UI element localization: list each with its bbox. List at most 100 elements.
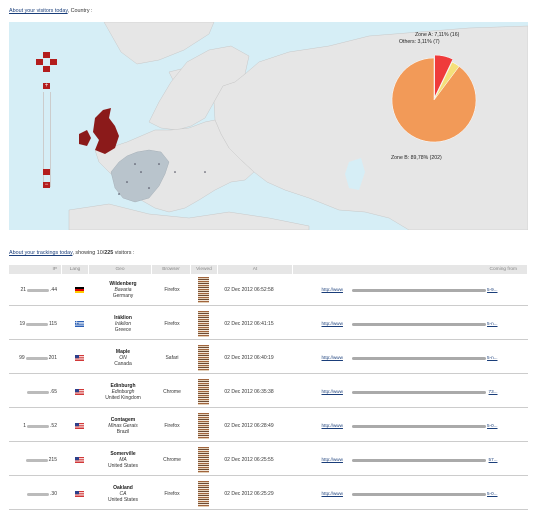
visitors-today-link[interactable]: About your visitors today [9, 8, 68, 14]
geo-country: Brazil [116, 429, 130, 435]
pan-right-button[interactable] [50, 59, 57, 65]
viewed-thumbnail[interactable] [197, 377, 209, 407]
col-coming-from[interactable]: Coming from [293, 265, 528, 274]
table-row[interactable]: .30 Oakland CA United States Firefox 02 Dec 2… [9, 479, 528, 510]
ip-cell: .65 [9, 377, 57, 407]
col-viewed[interactable]: Viewed [191, 265, 218, 274]
referrer-link[interactable]: http://www 5-0... [322, 422, 498, 430]
referrer-link[interactable]: http://www 73... [322, 388, 498, 396]
table-row[interactable]: 19 115 Iráklion Iráklion Greece Firefox 02 Dec… [9, 309, 528, 340]
referrer-redacted [351, 289, 486, 292]
referrer-url-start[interactable]: http://www [321, 355, 343, 360]
pan-up-button[interactable] [43, 52, 50, 58]
viewed-thumbnail[interactable] [197, 479, 209, 509]
visit-time-cell: 02 Dec 2012 06:28:49 [224, 423, 274, 429]
browser-cell: Safari [165, 355, 179, 361]
page-thumbnail[interactable] [197, 277, 209, 303]
referrer-link[interactable]: http://www 5-n... [322, 320, 498, 328]
ip-start: 21 [20, 287, 27, 293]
pie-label-zone-a: Zone A: 7,11% (16) [415, 32, 460, 38]
tracking-section-header: About your trackings today, showing 10/2… [9, 250, 134, 256]
viewed-thumbnail[interactable] [197, 309, 209, 339]
zoom-in-button[interactable]: + [43, 83, 50, 89]
table-row[interactable]: .65 Edinburgh Edinburgh United Kingdom Chrom… [9, 377, 528, 408]
col-geo[interactable]: Geo [89, 265, 152, 274]
referrer-link[interactable]: http://www 57... [322, 456, 498, 464]
zoom-out-button[interactable]: − [43, 182, 50, 188]
referrer-cell: http://www 5-n... [291, 309, 528, 339]
referrer-url-end[interactable]: 5-n... [487, 355, 498, 360]
col-at[interactable]: At [218, 265, 293, 274]
zoom-slider[interactable] [43, 92, 51, 187]
ip-end: .30 [50, 491, 57, 497]
col-ip[interactable]: IP [9, 265, 62, 274]
page-thumbnail[interactable] [197, 345, 209, 371]
page-thumbnail[interactable] [197, 413, 209, 439]
col-browser[interactable]: Browser [152, 265, 191, 274]
referrer-url-end[interactable]: 5-9... [487, 287, 498, 292]
geo-city: Somerville [110, 451, 136, 457]
zoom-handle[interactable] [43, 169, 50, 175]
page-thumbnail[interactable] [197, 447, 209, 473]
referrer-url-end[interactable]: 5-0... [487, 491, 498, 496]
geo-cell: Edinburgh Edinburgh United Kingdom [93, 377, 153, 407]
ip-end: 215 [48, 457, 57, 463]
referrer-url-end[interactable]: 57... [488, 457, 498, 462]
referrer-url-end[interactable]: 5-0... [487, 423, 498, 428]
land-ireland [79, 130, 91, 146]
geo-region: Minas Gerais [108, 423, 138, 429]
tracking-header-suffix: visitors : [113, 250, 135, 256]
geo-region: CA [119, 491, 127, 497]
geo-country: United States [107, 497, 139, 503]
referrer-url-end[interactable]: 73... [488, 389, 498, 394]
geo-cell: Iráklion Iráklion Greece [93, 309, 153, 339]
referrer-url-end[interactable]: 5-n... [487, 321, 498, 326]
land-russia-asia [213, 25, 528, 230]
referrer-cell: http://www 5-0... [291, 479, 528, 509]
table-row[interactable]: 21.44 Wildenberg Bavaria Germany Firefox 02 D… [9, 275, 528, 306]
ip-cell: 215 [9, 445, 57, 475]
viewed-thumbnail[interactable] [197, 411, 209, 441]
page-thumbnail[interactable] [197, 379, 209, 405]
referrer-link[interactable]: http://www 5-n... [322, 354, 498, 362]
visit-time-cell: 02 Dec 2012 06:25:55 [224, 457, 274, 463]
ip-cell: 1.52 [9, 411, 57, 441]
viewed-thumbnail[interactable] [197, 275, 209, 305]
pan-down-button[interactable] [43, 66, 50, 72]
referrer-redacted [351, 357, 486, 360]
visitor-map[interactable]: + − Zone A: 7,11% (16) Others: 3,11% (7)… [9, 22, 528, 230]
pan-left-button[interactable] [36, 59, 43, 65]
geo-region: Iráklion [114, 321, 132, 327]
ip-end: .52 [50, 423, 57, 429]
table-row[interactable]: 99 201 Maple ON Canada Safari 02 Dec 2012 06:4… [9, 343, 528, 374]
viewed-thumbnail[interactable] [197, 343, 209, 373]
referrer-url-start[interactable]: http://www [321, 389, 343, 394]
col-lang[interactable]: Lang [62, 265, 89, 274]
referrer-url-start[interactable]: http://www [321, 423, 343, 428]
lang-flag-icon [69, 275, 89, 305]
pie-slice-zone-a [434, 54, 454, 98]
tracking-header-text: , showing 10/ [72, 250, 105, 256]
table-header: IP Lang Geo Browser Viewed At Coming fro… [9, 265, 528, 274]
visit-time-cell: 02 Dec 2012 06:35:38 [224, 389, 274, 395]
referrer-url-start[interactable]: http://www [321, 321, 343, 326]
table-row[interactable]: 1.52 Contagem Minas Gerais Brazil Firefox 02 … [9, 411, 528, 442]
ip-end: 115 [49, 321, 57, 327]
referrer-link[interactable]: http://www 5-9... [322, 286, 498, 294]
ip-end: .65 [50, 389, 57, 395]
viewed-thumbnail[interactable] [197, 445, 209, 475]
table-row[interactable]: 215 Somerville MA United States Chrome 02 Dec… [9, 445, 528, 476]
page-thumbnail[interactable] [197, 311, 209, 337]
geo-country: United Kingdom [105, 395, 141, 401]
geo-city: Iráklion [114, 315, 132, 321]
referrer-link[interactable]: http://www 5-0... [322, 490, 498, 498]
referrer-url-start[interactable]: http://www [321, 287, 343, 292]
land-greenland [103, 22, 215, 65]
pie-slice-others [433, 61, 460, 101]
referrer-url-start[interactable]: http://www [321, 491, 343, 496]
geo-country: Germany [112, 293, 134, 299]
referrer-url-start[interactable]: http://www [321, 457, 343, 462]
trackings-today-link[interactable]: About your trackings today [9, 250, 73, 256]
page-thumbnail[interactable] [197, 481, 209, 507]
browser-cell: Firefox [164, 321, 180, 327]
